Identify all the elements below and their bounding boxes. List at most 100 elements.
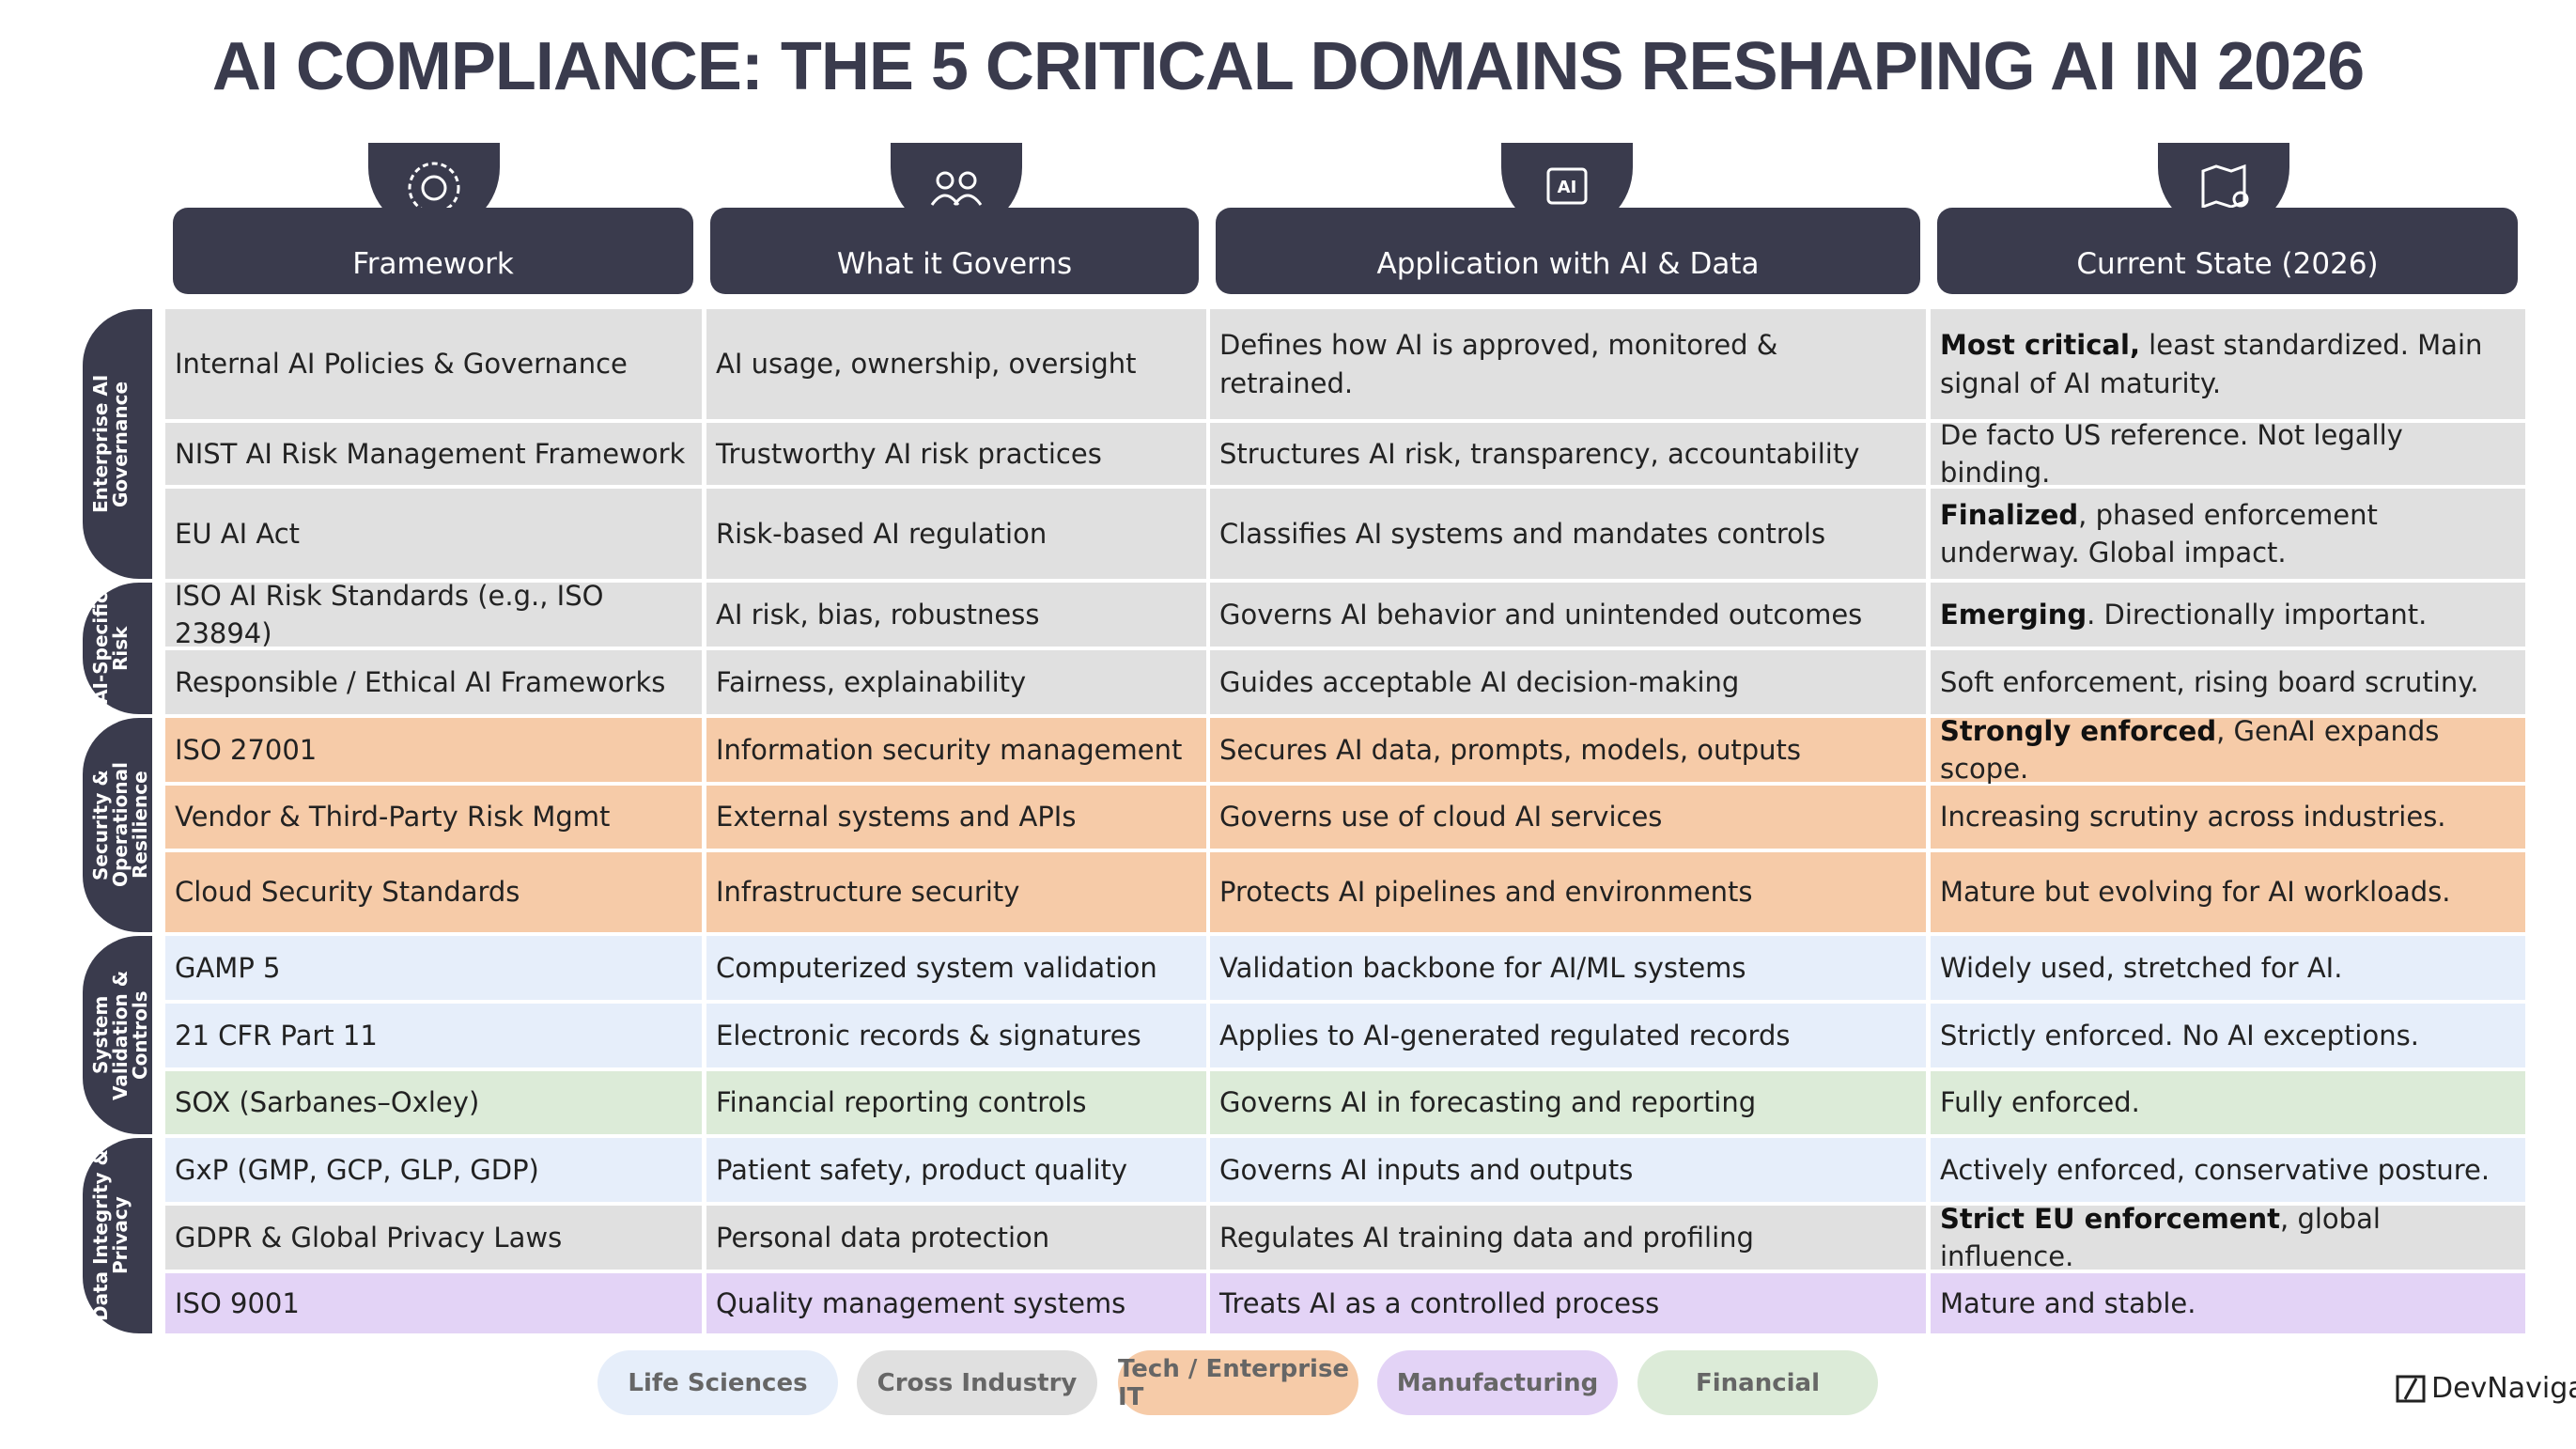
title: AI COMPLIANCE: THE 5 CRITICAL DOMAINS RE… xyxy=(211,29,2365,104)
state-text: Mature but evolving for AI workloads. xyxy=(1940,873,2450,911)
cell-application: Governs AI inputs and outputs xyxy=(1210,1138,1926,1202)
cell-state: Soft enforcement, rising board scrutiny. xyxy=(1931,650,2525,714)
cell-state: Emerging. Directionally important. xyxy=(1931,583,2525,647)
state-text: Mature and stable. xyxy=(1940,1285,2196,1322)
state-rest: Strictly enforced. No AI exceptions. xyxy=(1940,1019,2419,1052)
cell-framework: GxP (GMP, GCP, GLP, GDP) xyxy=(165,1138,702,1202)
state-rest: De facto US reference. Not legally bindi… xyxy=(1940,418,2413,489)
state-text: Strongly enforced, GenAI expands scope. xyxy=(1940,712,2516,787)
state-text: Actively enforced, conservative posture. xyxy=(1940,1151,2490,1189)
brand-icon xyxy=(2396,1375,2426,1402)
state-rest: Actively enforced, conservative posture. xyxy=(1940,1153,2491,1186)
cell-state: Strictly enforced. No AI exceptions. xyxy=(1931,1004,2525,1067)
state-text: Most critical, least standardized. Main … xyxy=(1940,326,2516,401)
cell-state: Strict EU enforcement, global influence. xyxy=(1931,1203,2525,1272)
cell-application: Secures AI data, prompts, models, output… xyxy=(1210,718,1926,782)
cell-framework: NIST AI Risk Management Framework xyxy=(165,423,702,485)
cell-governs: Computerized system validation xyxy=(706,936,1206,1000)
state-text: Strict EU enforcement, global influence. xyxy=(1940,1200,2516,1275)
state-rest: Increasing scrutiny across industries. xyxy=(1940,801,2446,834)
group-rail: System Validation & Controls xyxy=(83,936,152,1134)
state-rest: . Directionally important. xyxy=(2087,598,2428,631)
cell-governs: AI risk, bias, robustness xyxy=(706,583,1206,647)
cell-framework: Vendor & Third-Party Risk Mgmt xyxy=(165,786,702,849)
state-rest: Fully enforced. xyxy=(1940,1086,2140,1119)
cell-state: Mature and stable. xyxy=(1931,1273,2525,1333)
cell-application: Treats AI as a controlled process xyxy=(1210,1273,1926,1333)
cell-framework: SOX (Sarbanes–Oxley) xyxy=(165,1071,702,1134)
state-text: De facto US reference. Not legally bindi… xyxy=(1940,416,2516,491)
cell-governs: Infrastructure security xyxy=(706,852,1206,932)
state-text: Widely used, stretched for AI. xyxy=(1940,949,2342,987)
cell-governs: AI usage, ownership, oversight xyxy=(706,309,1206,419)
group-rail: Enterprise AI Governance xyxy=(83,309,152,579)
cell-framework: Responsible / Ethical AI Frameworks xyxy=(165,650,702,714)
cell-state: Fully enforced. xyxy=(1931,1071,2525,1134)
state-emphasis: Finalized xyxy=(1940,498,2079,531)
state-text: Soft enforcement, rising board scrutiny. xyxy=(1940,663,2479,701)
state-text: Finalized, phased enforcement underway. … xyxy=(1940,496,2516,571)
group-label: System Validation & Controls xyxy=(89,970,151,1100)
brand: DevNavigator xyxy=(2396,1372,2576,1405)
legend-item: Tech / Enterprise IT xyxy=(1118,1350,1358,1415)
cell-governs: Fairness, explainability xyxy=(706,650,1206,714)
cell-framework: Internal AI Policies & Governance xyxy=(165,309,702,419)
cell-framework: ISO 27001 xyxy=(165,718,702,782)
group-label: Data Integrity & Privacy xyxy=(89,1149,132,1322)
cell-framework: EU AI Act xyxy=(165,489,702,579)
cell-application: Guides acceptable AI decision-making xyxy=(1210,650,1926,714)
cell-application: Applies to AI-generated regulated record… xyxy=(1210,1004,1926,1067)
cell-application: Structures AI risk, transparency, accoun… xyxy=(1210,423,1926,485)
group-label: Enterprise AI Governance xyxy=(89,374,132,514)
cell-framework: ISO AI Risk Standards (e.g., ISO 23894) xyxy=(165,580,702,649)
cell-state: Actively enforced, conservative posture. xyxy=(1931,1138,2525,1202)
cell-governs: Electronic records & signatures xyxy=(706,1004,1206,1067)
cell-governs: Information security management xyxy=(706,718,1206,782)
cell-governs: Trustworthy AI risk practices xyxy=(706,423,1206,485)
cell-application: Regulates AI training data and profiling xyxy=(1210,1206,1926,1270)
state-emphasis: Most critical, xyxy=(1940,329,2140,362)
group-label: AI-Specific Risk xyxy=(89,592,132,705)
state-rest: Soft enforcement, rising board scrutiny. xyxy=(1940,665,2479,698)
legend-item: Life Sciences xyxy=(597,1350,838,1415)
cell-application: Validation backbone for AI/ML systems xyxy=(1210,936,1926,1000)
cell-state: Mature but evolving for AI workloads. xyxy=(1931,852,2525,932)
legend-item: Financial xyxy=(1637,1350,1878,1415)
state-emphasis: Strict EU enforcement xyxy=(1940,1202,2281,1235)
legend-item: Manufacturing xyxy=(1377,1350,1618,1415)
cell-application: Governs use of cloud AI services xyxy=(1210,786,1926,849)
state-rest: Mature but evolving for AI workloads. xyxy=(1940,876,2451,909)
state-emphasis: Strongly enforced xyxy=(1940,714,2217,747)
cell-application: Governs AI behavior and unintended outco… xyxy=(1210,583,1926,647)
state-rest: Mature and stable. xyxy=(1940,1286,2196,1319)
cell-application: Classifies AI systems and mandates contr… xyxy=(1210,489,1926,579)
cell-application: Governs AI in forecasting and reporting xyxy=(1210,1071,1926,1134)
brand-name: DevNavigator xyxy=(2431,1372,2576,1405)
cell-application: Defines how AI is approved, monitored & … xyxy=(1210,309,1926,419)
cell-governs: Financial reporting controls xyxy=(706,1071,1206,1134)
cell-framework: GAMP 5 xyxy=(165,936,702,1000)
state-text: Emerging. Directionally important. xyxy=(1940,596,2427,633)
state-rest: Widely used, stretched for AI. xyxy=(1940,951,2343,984)
state-text: Increasing scrutiny across industries. xyxy=(1940,798,2446,835)
cell-state: Most critical, least standardized. Main … xyxy=(1931,309,2525,419)
cell-state: Widely used, stretched for AI. xyxy=(1931,936,2525,1000)
cell-governs: Personal data protection xyxy=(706,1206,1206,1270)
svg-text:AI: AI xyxy=(1558,178,1577,197)
cell-state: Strongly enforced, GenAI expands scope. xyxy=(1931,715,2525,785)
group-rail: Security & Operational Resilience xyxy=(83,718,152,932)
cell-application: Protects AI pipelines and environments xyxy=(1210,852,1926,932)
cell-framework: Cloud Security Standards xyxy=(165,852,702,932)
cell-state: Finalized, phased enforcement underway. … xyxy=(1931,489,2525,579)
cell-governs: External systems and APIs xyxy=(706,786,1206,849)
group-rail: Data Integrity & Privacy xyxy=(83,1138,152,1333)
state-rest: least standardized. Main signal of AI ma… xyxy=(1940,329,2491,399)
state-text: Strictly enforced. No AI exceptions. xyxy=(1940,1017,2419,1054)
state-rest: , phased enforcement underway. Global im… xyxy=(1940,498,2387,569)
column-header: Framework xyxy=(173,208,693,294)
state-rest: , global influence. xyxy=(1940,1202,2390,1272)
cell-governs: Quality management systems xyxy=(706,1273,1206,1333)
state-rest: , GenAI expands scope. xyxy=(1940,714,2448,785)
state-text: Fully enforced. xyxy=(1940,1083,2140,1121)
